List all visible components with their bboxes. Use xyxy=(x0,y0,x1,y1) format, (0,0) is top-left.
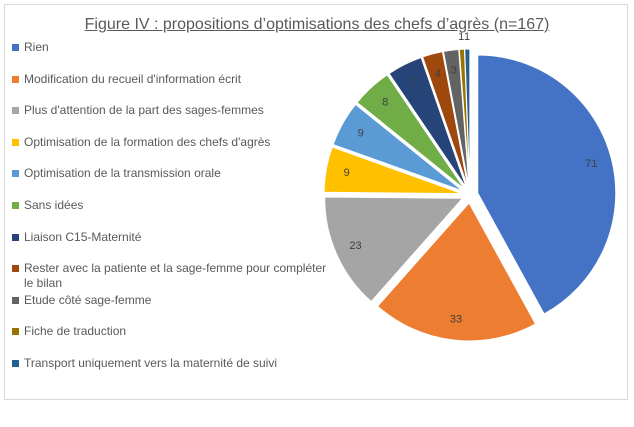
legend-item: Plus d'attention de la part des sages-fe… xyxy=(12,103,264,118)
chart-frame xyxy=(4,4,628,400)
data-label: 3 xyxy=(451,65,457,77)
data-label: 9 xyxy=(358,128,364,140)
pie-slice xyxy=(323,146,463,195)
legend-label: Transport uniquement vers la maternité d… xyxy=(24,356,278,370)
data-label: 1 xyxy=(458,31,464,43)
data-label: 9 xyxy=(344,167,350,179)
legend-swatch xyxy=(12,233,19,241)
legend-item: Transport uniquement vers la maternité d… xyxy=(12,356,277,371)
chart-title: Figure IV : propositions d’optimisations… xyxy=(84,16,550,33)
legend-swatch xyxy=(12,328,19,336)
data-label: 8 xyxy=(382,97,388,109)
data-label: 1 xyxy=(464,31,470,43)
legend-item: Sans idées xyxy=(12,198,83,213)
legend-label: Rien xyxy=(24,40,49,54)
data-label: 23 xyxy=(349,240,361,252)
pie-slice xyxy=(477,54,617,315)
legend-item: Optimisation de la formation des chefs d… xyxy=(12,135,270,150)
legend-label: Optimisation de la transmission orale xyxy=(24,166,221,181)
legend-swatch xyxy=(12,44,19,51)
pie-slice xyxy=(442,48,470,188)
legend-swatch xyxy=(12,360,19,367)
legend-label: Plus d'attention de la part des sages-fe… xyxy=(24,103,264,118)
pie-slice xyxy=(421,51,469,188)
legend-swatch xyxy=(12,75,19,83)
data-label: 7 xyxy=(411,77,417,89)
legend-item: Modification du recueil d'information éc… xyxy=(12,72,241,87)
legend-item: Fiche de traduction xyxy=(12,324,126,339)
legend-swatch xyxy=(12,265,19,273)
legend-label: Sans idées xyxy=(24,198,84,212)
legend-label: Modification du recueil d'information éc… xyxy=(24,71,242,86)
legend-swatch xyxy=(12,138,19,146)
legend-swatch xyxy=(12,170,19,178)
legend-swatch xyxy=(12,202,19,209)
data-label: 4 xyxy=(435,68,441,80)
legend-swatch xyxy=(12,296,19,304)
legend-item: Etude côté sage-femme xyxy=(12,293,151,308)
pie-slice xyxy=(376,202,537,342)
legend-label: Optimisation de la formation des chefs d… xyxy=(24,134,271,149)
legend-label: Fiche de traduction xyxy=(24,324,127,339)
pie-slice xyxy=(464,48,471,188)
pie-slice xyxy=(388,56,467,189)
pie-slice xyxy=(324,196,464,303)
legend-label: Liaison C15-Maternité xyxy=(24,229,142,244)
legend-swatch xyxy=(12,107,19,115)
legend-item: Rester avec la patiente et la sage-femme… xyxy=(12,261,337,291)
data-label: 71 xyxy=(585,158,597,170)
data-label: 33 xyxy=(450,313,462,325)
legend-item: Liaison C15-Maternité xyxy=(12,230,141,245)
pie-slice xyxy=(332,103,464,192)
legend-item: Rien xyxy=(12,40,49,55)
pie-slice xyxy=(356,74,465,190)
legend-label: Rester avec la patiente et la sage-femme… xyxy=(24,261,327,291)
legend-label: Etude côté sage-femme xyxy=(24,292,152,307)
legend-item: Optimisation de la transmission orale xyxy=(12,166,221,181)
